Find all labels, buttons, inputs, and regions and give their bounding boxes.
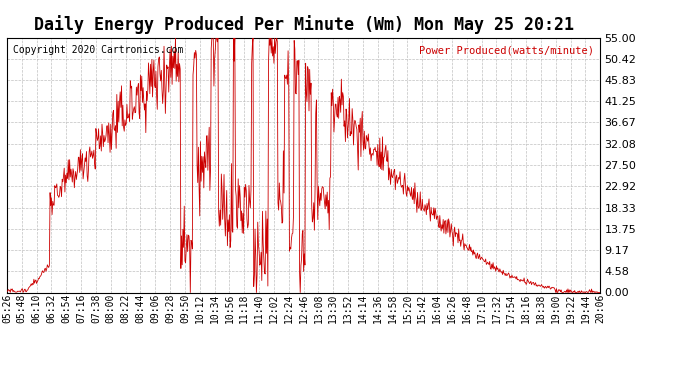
Text: Daily Energy Produced Per Minute (Wm) Mon May 25 20:21: Daily Energy Produced Per Minute (Wm) Mo… bbox=[34, 15, 573, 34]
Text: Copyright 2020 Cartronics.com: Copyright 2020 Cartronics.com bbox=[13, 45, 184, 55]
Text: Power Produced(watts/minute): Power Produced(watts/minute) bbox=[420, 45, 594, 55]
